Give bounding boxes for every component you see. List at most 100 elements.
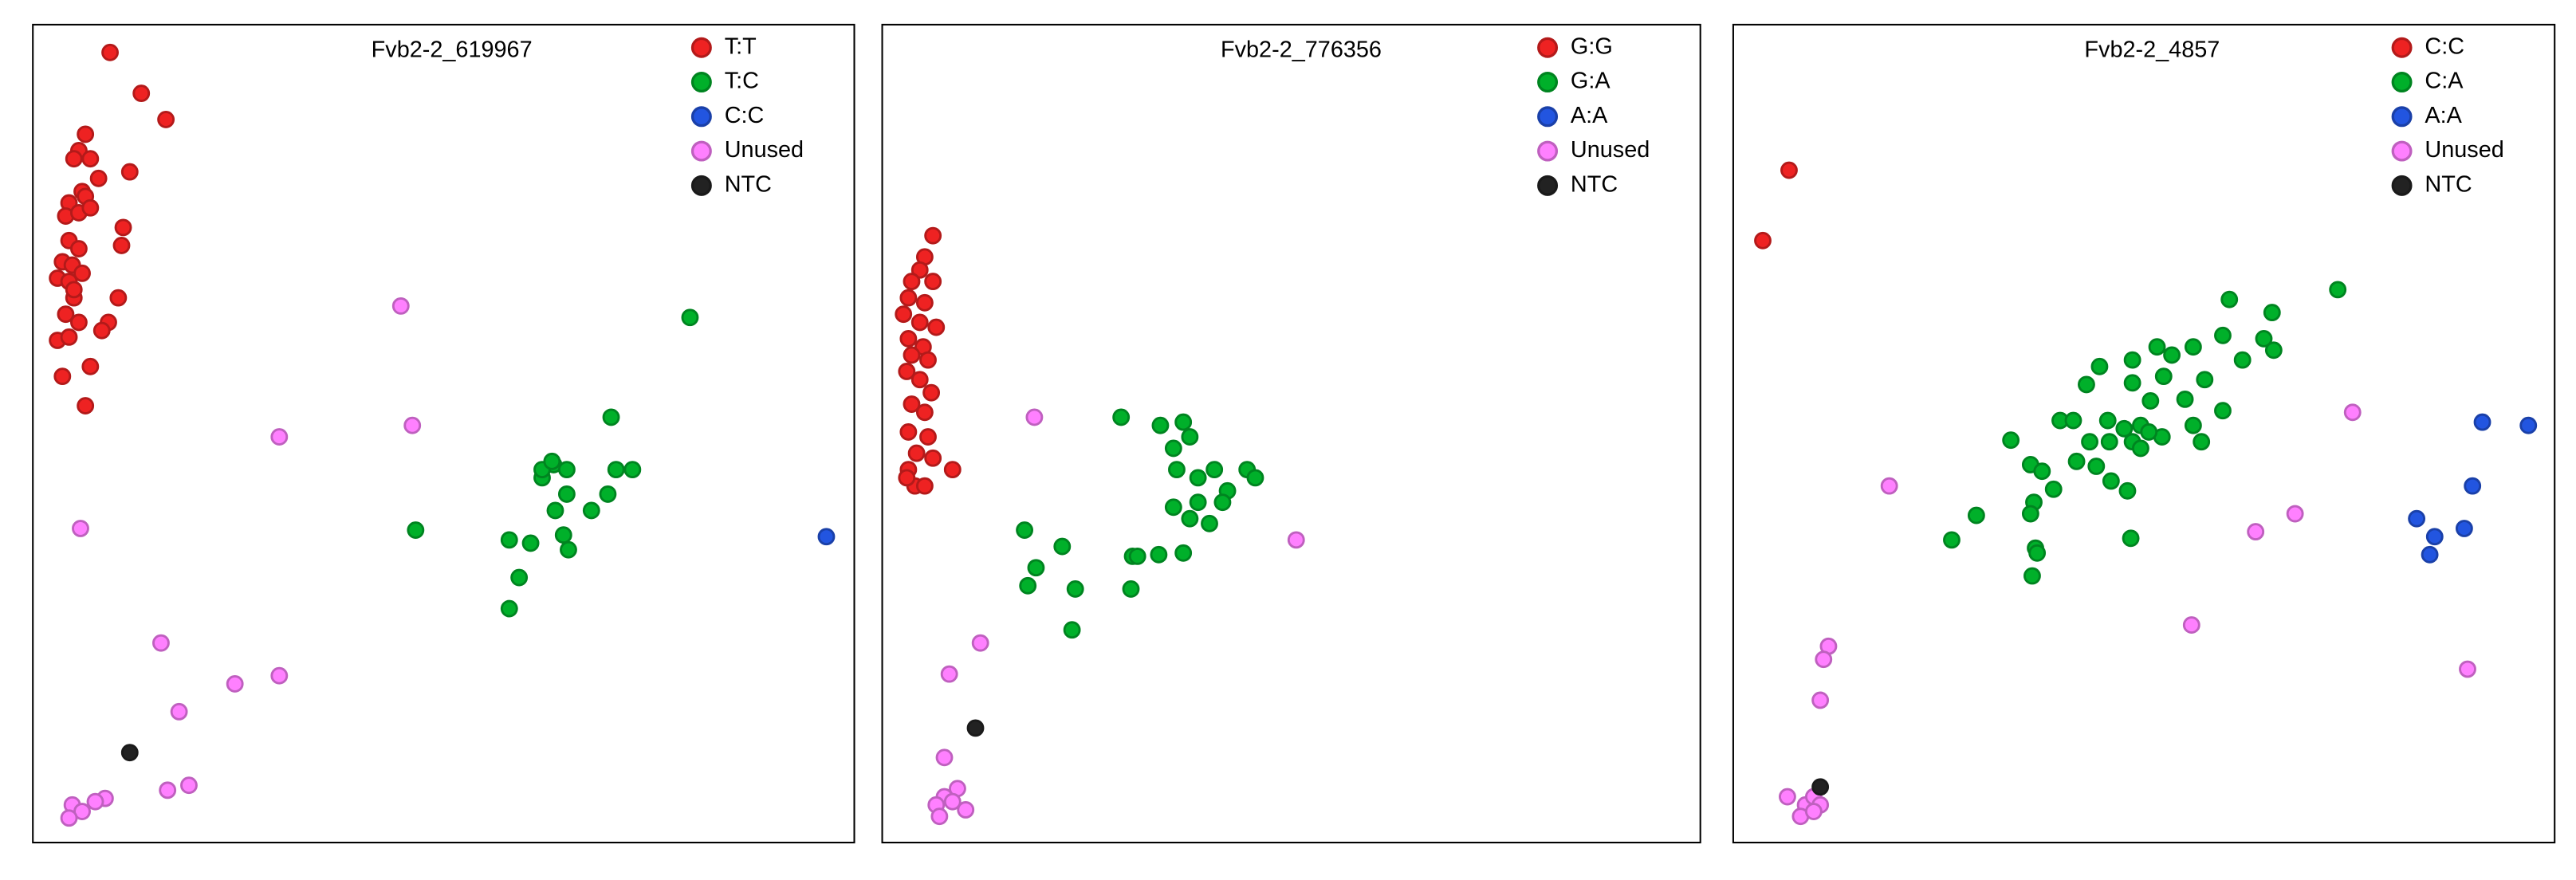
data-point — [966, 719, 985, 737]
data-point — [2163, 346, 2181, 364]
legend-swatch — [1537, 140, 1559, 162]
legend-swatch — [2391, 175, 2413, 196]
data-point — [1174, 413, 1193, 431]
data-point — [940, 665, 958, 683]
legend-label: G:G — [1571, 33, 1613, 59]
data-point — [77, 125, 95, 143]
data-point — [2123, 374, 2141, 392]
data-point — [1943, 531, 1961, 549]
data-point — [2220, 290, 2239, 308]
data-point — [1025, 408, 1044, 426]
data-point — [89, 169, 108, 187]
data-point — [915, 477, 934, 495]
data-point — [1804, 803, 1823, 820]
data-point — [1815, 650, 1833, 669]
data-point — [623, 461, 642, 479]
data-point — [120, 744, 139, 762]
data-point — [607, 461, 625, 479]
data-point — [2182, 616, 2200, 634]
legend-entry: T:T — [690, 33, 757, 59]
data-point — [2247, 523, 2265, 541]
data-point — [2263, 304, 2281, 322]
data-point — [924, 449, 942, 467]
data-point — [599, 485, 617, 503]
data-point — [1174, 544, 1193, 562]
data-point — [1778, 788, 1796, 806]
data-point — [903, 273, 921, 291]
data-point — [157, 111, 175, 128]
data-point — [1164, 439, 1182, 458]
data-point — [1754, 231, 1772, 249]
data-point — [2519, 416, 2538, 434]
data-point — [2021, 505, 2039, 523]
legend-entry: NTC — [2391, 171, 2472, 197]
data-point — [109, 289, 128, 307]
data-point — [1811, 691, 1830, 709]
data-point — [2233, 351, 2252, 369]
data-point — [2102, 472, 2120, 490]
data-point — [86, 792, 104, 811]
legend-entry: Unused — [2391, 137, 2504, 163]
data-point — [2132, 439, 2149, 458]
data-point — [57, 305, 75, 324]
data-point — [2081, 433, 2098, 451]
data-point — [2408, 509, 2426, 528]
data-point — [1189, 493, 1207, 512]
data-point — [930, 807, 949, 826]
data-point — [899, 422, 918, 441]
data-point — [159, 781, 177, 799]
data-point — [915, 403, 934, 422]
data-point — [943, 461, 962, 479]
legend-label: NTC — [1571, 171, 1618, 197]
data-point — [1019, 576, 1037, 595]
legend-label: T:C — [725, 69, 759, 94]
data-point — [1168, 461, 1186, 479]
legend-swatch — [690, 37, 712, 58]
data-point — [2122, 529, 2140, 548]
data-point — [2115, 419, 2134, 438]
data-point — [500, 531, 518, 549]
data-point — [2140, 422, 2158, 441]
data-point — [2067, 452, 2086, 470]
data-point — [2255, 330, 2273, 348]
data-point — [2214, 326, 2232, 344]
data-point — [2473, 413, 2491, 431]
data-point — [81, 150, 100, 168]
scatter-plot: Fvb2-2_776356 G:G G:A A:A Unused NTC — [881, 23, 1701, 844]
data-point — [72, 520, 89, 537]
data-point — [132, 84, 151, 103]
data-point — [927, 318, 946, 336]
data-point — [1287, 531, 1305, 549]
data-point — [2459, 660, 2476, 678]
plot-frame — [32, 23, 855, 844]
data-point — [2098, 411, 2117, 430]
data-point — [2455, 520, 2473, 537]
data-point — [543, 452, 561, 470]
legend-swatch — [690, 140, 712, 162]
data-point — [2044, 480, 2063, 498]
data-point — [226, 675, 244, 693]
data-point — [915, 293, 934, 312]
data-point — [81, 198, 100, 217]
data-point — [560, 540, 577, 559]
legend-entry: NTC — [1537, 171, 1618, 197]
data-point — [907, 444, 926, 462]
data-point — [935, 748, 954, 767]
data-point — [895, 305, 913, 324]
legend-entry: Unused — [690, 137, 804, 163]
data-point — [919, 351, 937, 369]
data-point — [1066, 580, 1084, 598]
data-point — [2329, 281, 2347, 299]
data-point — [73, 264, 91, 282]
data-point — [92, 321, 111, 340]
legend-swatch — [690, 72, 712, 93]
legend-label: C:C — [2425, 33, 2464, 59]
chart-title: Fvb2-2_619967 — [372, 37, 533, 63]
legend-swatch — [2391, 140, 2413, 162]
data-point — [899, 289, 918, 307]
data-point — [2141, 391, 2160, 410]
data-point — [899, 330, 918, 348]
legend-label: G:A — [1571, 69, 1610, 94]
data-point — [77, 397, 95, 414]
